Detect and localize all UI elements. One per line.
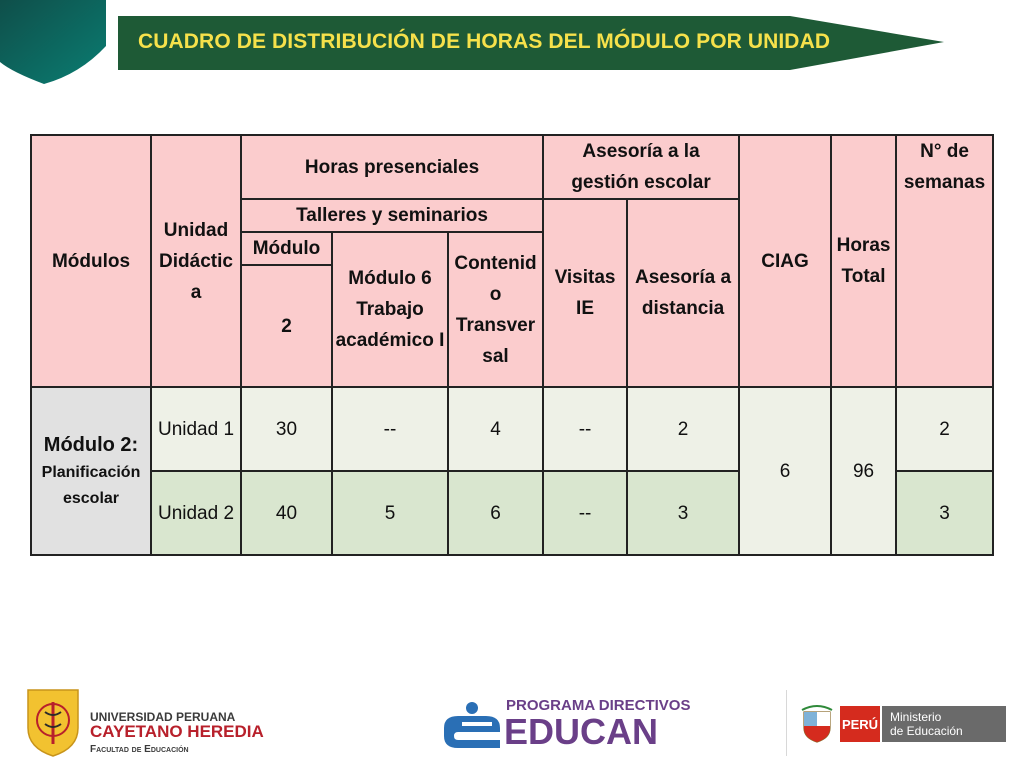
minedu-line1: Ministerio <box>890 710 942 724</box>
corner-shield-decoration <box>0 0 106 84</box>
educan-wordmark: EDUCAN <box>504 711 659 752</box>
header-modulo: Módulo <box>240 231 333 266</box>
contenido-cell: 6 <box>446 470 545 556</box>
header-contenido-transversal: Contenid o Transver sal <box>446 231 545 388</box>
header-asesoria-gestion: Asesoría a la gestión escolar <box>542 134 741 200</box>
header-ciag: CIAG <box>738 134 833 388</box>
contenido-cell: 4 <box>446 386 545 472</box>
peru-label: PERÚ <box>840 706 880 742</box>
header-unidad-didactica: Unidad Didáctic a <box>150 134 242 388</box>
visitas-cell: -- <box>542 470 629 556</box>
upch-faculty: Facultad de Educación <box>90 744 189 755</box>
semanas-cell: 2 <box>895 386 995 472</box>
module-name: Planificación escolar <box>41 464 141 507</box>
table-row: Unidad 2 40 5 6 -- 3 3 <box>31 470 995 556</box>
modulo2-cell: 30 <box>240 386 333 472</box>
unidad-cell: Unidad 2 <box>150 470 242 556</box>
modulo6-cell: 5 <box>331 470 449 556</box>
upch-name-line1: UNIVERSIDAD PERUANA <box>90 710 236 724</box>
table-row: Módulo 2: Planificación escolar Unidad 1… <box>30 386 995 556</box>
peru-coat-of-arms-icon <box>801 705 833 743</box>
unidad-cell: Unidad 1 <box>150 386 242 472</box>
horas-total-value: 96 <box>830 386 898 556</box>
modulo2-cell: 40 <box>240 470 333 556</box>
educan-program-label: PROGRAMA DIRECTIVOS <box>506 697 691 714</box>
header-horas-total: Horas Total <box>830 134 898 388</box>
header-modulo6: Módulo 6 Trabajo académico I <box>331 231 449 388</box>
header-n-semanas: N° de semanas <box>895 134 995 388</box>
slide-title: CUADRO DE DISTRIBUCIÓN DE HORAS DEL MÓDU… <box>138 30 831 53</box>
ciag-value: 6 <box>738 386 833 556</box>
header-modulo-number: 2 <box>240 264 333 388</box>
title-banner <box>118 16 944 70</box>
minedu-line2: de Educación <box>890 724 963 738</box>
hours-distribution-table: Módulos Unidad Didáctic a Horas presenci… <box>30 134 995 556</box>
header-horas-presenciales: Horas presenciales <box>239 134 545 200</box>
modulo6-cell: -- <box>331 386 449 472</box>
distancia-cell: 2 <box>626 386 741 472</box>
header-visitas-ie: Visitas IE <box>542 198 629 388</box>
semanas-cell: 3 <box>895 470 995 556</box>
distancia-cell: 3 <box>626 470 741 556</box>
minedu-label: Ministerio de Educación <box>882 706 1006 742</box>
upch-name-line2: CAYETANO HEREDIA <box>90 722 264 741</box>
header-modulos: Módulos <box>30 134 152 388</box>
upch-shield-icon <box>27 689 79 757</box>
footer-divider <box>786 690 787 756</box>
module-label: Módulo 2: <box>43 434 139 456</box>
header-talleres-seminarios: Talleres y seminarios <box>239 198 545 233</box>
module-cell: Módulo 2: Planificación escolar <box>30 386 152 556</box>
header-asesoria-distancia: Asesoría a distancia <box>626 198 741 388</box>
visitas-cell: -- <box>542 386 629 472</box>
educan-logo-icon <box>444 702 500 748</box>
